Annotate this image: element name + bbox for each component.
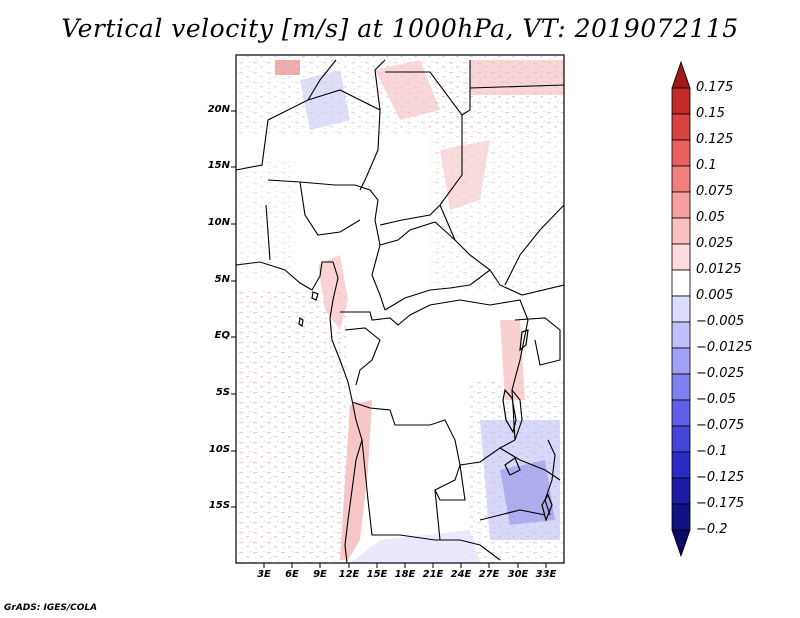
lon-label: 12E <box>338 569 360 580</box>
colorbar-segment <box>671 503 691 531</box>
colorbar-segment <box>671 113 691 141</box>
lat-label: 20N <box>207 104 230 115</box>
colorbar-segment <box>671 425 691 453</box>
grads-credit: GrADS: IGES/COLA <box>4 603 98 613</box>
lat-label: 15S <box>208 500 230 511</box>
colorbar-segment <box>671 295 691 323</box>
colorbar-segment <box>671 451 691 479</box>
colorbar-label: 0.0125 <box>696 262 742 277</box>
lat-label: EQ <box>214 330 230 341</box>
lon-label: 6E <box>285 569 299 580</box>
lon-label: 21E <box>422 569 444 580</box>
lon-label: 33E <box>535 569 557 580</box>
lat-label: 10N <box>207 217 230 228</box>
colorbar-label: −0.05 <box>696 392 736 407</box>
colorbar-label: −0.075 <box>696 418 745 433</box>
lon-label: 3E <box>257 569 271 580</box>
lon-label: 18E <box>394 569 416 580</box>
colorbar-label: 0.005 <box>696 288 734 303</box>
lon-label: 24E <box>450 569 472 580</box>
colorbar-label: −0.1 <box>696 444 728 459</box>
colorbar-segment <box>671 399 691 427</box>
colorbar-label: −0.175 <box>696 496 745 511</box>
colorbar-label: 0.125 <box>696 132 734 147</box>
colorbar <box>671 60 691 558</box>
colorbar-segment <box>671 347 691 375</box>
colorbar-label: 0.075 <box>696 184 734 199</box>
colorbar-segment <box>671 87 691 115</box>
colorbar-arrow-top <box>671 60 691 89</box>
colorbar-segment <box>671 165 691 193</box>
colorbar-segment <box>671 191 691 219</box>
colorbar-segment <box>671 269 691 297</box>
colorbar-label: −0.025 <box>696 366 745 381</box>
lon-label: 9E <box>313 569 327 580</box>
lat-label: 15N <box>207 160 230 171</box>
colorbar-label: −0.2 <box>696 522 728 537</box>
colorbar-segment <box>671 321 691 349</box>
colorbar-label: 0.175 <box>696 80 734 95</box>
velocity-field <box>236 55 564 563</box>
lon-label: 27E <box>478 569 500 580</box>
colorbar-label: −0.0125 <box>696 340 753 355</box>
colorbar-segment <box>671 217 691 245</box>
lakes <box>298 291 553 522</box>
map-frame <box>235 54 565 564</box>
chart-title: Vertical velocity [m/s] at 1000hPa, VT: … <box>61 14 739 43</box>
colorbar-segment <box>671 243 691 271</box>
lat-label: 5S <box>215 387 230 398</box>
colorbar-label: −0.005 <box>696 314 745 329</box>
colorbar-segment <box>671 477 691 505</box>
colorbar-segment <box>671 139 691 167</box>
colorbar-segment <box>671 373 691 401</box>
colorbar-label: 0.15 <box>696 106 725 121</box>
country-borders <box>236 59 564 563</box>
lat-label: 5N <box>214 274 230 285</box>
colorbar-arrow-bottom <box>671 529 691 558</box>
lon-label: 30E <box>507 569 529 580</box>
lon-label: 15E <box>366 569 388 580</box>
axis-ticks <box>231 110 547 568</box>
colorbar-label: 0.025 <box>696 236 734 251</box>
colorbar-label: 0.05 <box>696 210 725 225</box>
colorbar-label: 0.1 <box>696 158 717 173</box>
lat-label: 10S <box>208 444 230 455</box>
colorbar-label: −0.125 <box>696 470 745 485</box>
